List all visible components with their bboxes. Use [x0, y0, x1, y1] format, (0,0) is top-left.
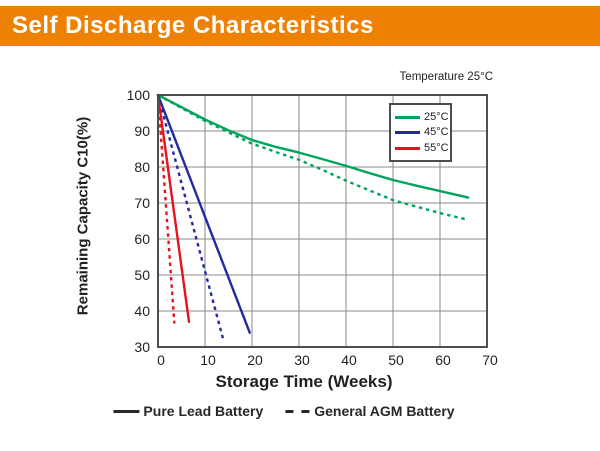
general-agm-battery-label: General AGM Battery — [314, 403, 455, 419]
y-tick-label: 30 — [134, 339, 150, 355]
x-tick-label: 40 — [341, 352, 357, 368]
legend-line-swatch — [395, 115, 420, 119]
series-line-55C-solid — [156, 93, 191, 323]
temperature-note: Temperature 25°C — [399, 71, 493, 83]
x-tick-label: 70 — [482, 352, 498, 368]
series-line-45C-dashed — [156, 94, 225, 342]
legend-line-swatch — [395, 146, 420, 150]
y-tick-label: 50 — [134, 267, 150, 283]
y-tick-label: 100 — [126, 87, 150, 103]
dashed-line-swatch — [285, 409, 310, 413]
series-line-25C-dashed — [157, 93, 469, 222]
x-tick-label: 20 — [247, 352, 263, 368]
y-tick-label: 70 — [134, 195, 150, 211]
page-title: Self Discharge Characteristics — [12, 12, 374, 39]
legend-entry-25C: 25°C — [395, 110, 449, 123]
series-line-25C-solid — [156, 93, 470, 199]
y-tick-label: 90 — [134, 123, 150, 139]
x-axis-title: Storage Time (Weeks) — [215, 372, 393, 391]
series-line-55C-dashed — [156, 94, 176, 324]
x-tick-label: 50 — [388, 352, 404, 368]
y-tick-label: 40 — [134, 303, 150, 319]
legend-entry-label: 25°C — [424, 110, 449, 123]
x-tick-label: 60 — [435, 352, 451, 368]
battery-type-legend: Pure Lead Battery General AGM Battery — [113, 403, 455, 419]
temperature-legend: 25°C 45°C 55°C — [389, 103, 452, 162]
series-line-45C-solid — [156, 93, 251, 334]
x-tick-label: 10 — [200, 352, 216, 368]
header-banner: Self Discharge Characteristics — [0, 6, 600, 46]
legend-entry-label: 55°C — [424, 141, 449, 154]
legend-entry-45C: 45°C — [395, 126, 449, 138]
solid-line-swatch — [113, 409, 140, 413]
plot-border — [157, 94, 488, 348]
x-tick-label: 30 — [294, 352, 310, 368]
pure-lead-battery-label: Pure Lead Battery — [143, 403, 264, 419]
y-tick-label: 80 — [134, 159, 150, 175]
legend-entry-55C: 55°C — [395, 141, 449, 154]
legend-line-swatch — [395, 131, 420, 134]
legend-entry-label: 45°C — [424, 126, 449, 138]
y-tick-label: 60 — [134, 231, 150, 247]
y-axis-title: Remaining Capacity C10(%) — [74, 116, 92, 316]
x-tick-label: 0 — [157, 352, 165, 368]
